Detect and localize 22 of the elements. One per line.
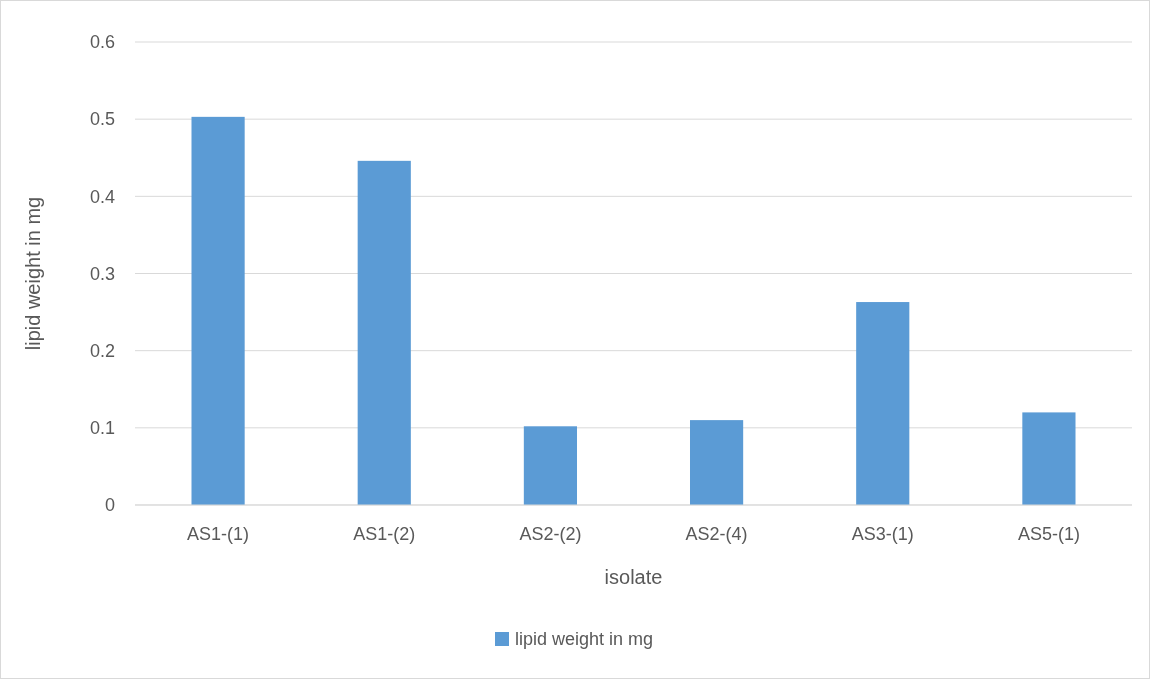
y-tick-label: 0.3: [89, 263, 115, 284]
x-axis-title: isolate: [604, 566, 663, 588]
x-tick-label: AS5-(1): [1017, 524, 1080, 544]
bar: [191, 116, 245, 505]
y-tick-label: 0: [104, 495, 115, 516]
y-axis-title: lipid weight in mg: [22, 196, 44, 351]
x-tick-label: AS3-(1): [851, 524, 914, 544]
x-tick-label: AS2-(4): [685, 524, 748, 544]
bar: [690, 420, 744, 505]
y-tick-label: 0.4: [89, 186, 115, 207]
bar: [1022, 412, 1076, 505]
legend-label: lipid weight in mg: [515, 629, 654, 649]
x-tick-label: AS2-(2): [519, 524, 582, 544]
bar: [523, 426, 577, 505]
x-tick-label: AS1-(1): [187, 524, 250, 544]
x-tick-label: AS1-(2): [353, 524, 416, 544]
y-tick-label: 0.2: [89, 340, 115, 361]
y-tick-label: 0.5: [89, 109, 115, 130]
y-tick-label: 0.1: [89, 418, 115, 439]
bar: [856, 302, 910, 505]
y-tick-label: 0.6: [89, 32, 115, 53]
bar: [357, 160, 411, 505]
